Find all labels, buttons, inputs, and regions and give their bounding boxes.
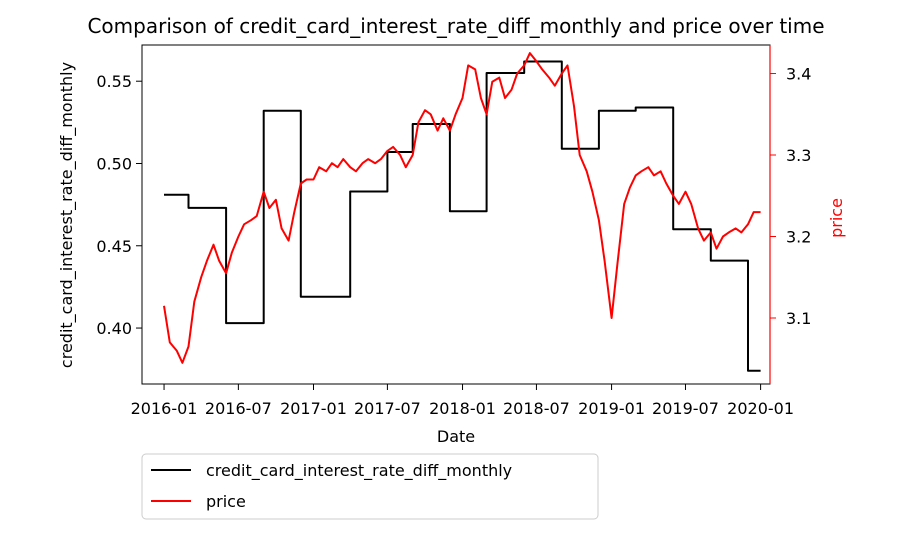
- chart-title: Comparison of credit_card_interest_rate_…: [87, 14, 824, 38]
- right-y-tick-label: 3.1: [786, 309, 811, 328]
- right-y-axis-label: price: [827, 198, 846, 238]
- x-tick-label: 2016-01: [131, 399, 198, 418]
- series-layer: [163, 52, 761, 372]
- legend-label-credit-card: credit_card_interest_rate_diff_monthly: [206, 461, 512, 481]
- x-tick-label: 2019-07: [652, 399, 719, 418]
- left-y-tick-label: 0.45: [96, 237, 132, 256]
- credit-card-rate-line: [164, 60, 761, 372]
- x-tick-label: 2019-01: [578, 399, 645, 418]
- x-tick-label: 2017-07: [354, 399, 421, 418]
- legend-box: [141, 453, 599, 520]
- x-axis-ticks: 2016-01 2016-07 2017-01 2017-07 2018-01 2018-…: [131, 384, 794, 418]
- legend: credit_card_interest_rate_diff_monthly p…: [141, 453, 599, 520]
- right-y-tick-label: 3.3: [786, 146, 811, 165]
- x-tick-label: 2018-07: [503, 399, 570, 418]
- x-tick-label: 2018-01: [429, 399, 496, 418]
- x-axis-label: Date: [437, 427, 475, 446]
- left-y-tick-label: 0.40: [96, 319, 132, 338]
- left-y-axis-label: credit_card_interest_rate_diff_monthly: [57, 62, 77, 368]
- right-y-tick-label: 3.2: [786, 228, 811, 247]
- plot-frame: [141, 44, 771, 385]
- left-y-tick-label: 0.50: [96, 154, 132, 173]
- x-tick-label: 2016-07: [205, 399, 272, 418]
- legend-label-price: price: [206, 492, 246, 511]
- left-y-axis-ticks: 0.40 0.45 0.50 0.55: [96, 72, 142, 338]
- price-line: [163, 52, 761, 364]
- x-tick-label: 2017-01: [280, 399, 347, 418]
- right-y-axis-ticks: 3.1 3.2 3.3 3.4: [770, 65, 811, 328]
- left-y-tick-label: 0.55: [96, 72, 132, 91]
- x-tick-label: 2020-01: [727, 399, 794, 418]
- right-y-tick-label: 3.4: [786, 65, 811, 84]
